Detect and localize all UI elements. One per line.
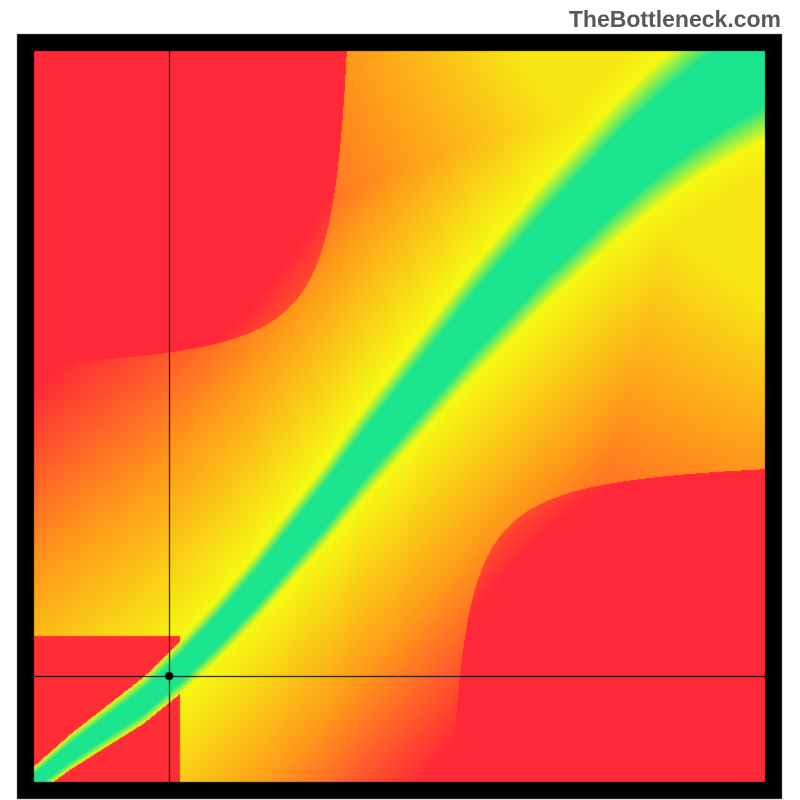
chart-container: TheBottleneck.com <box>0 0 800 800</box>
bottleneck-heatmap <box>0 0 800 800</box>
